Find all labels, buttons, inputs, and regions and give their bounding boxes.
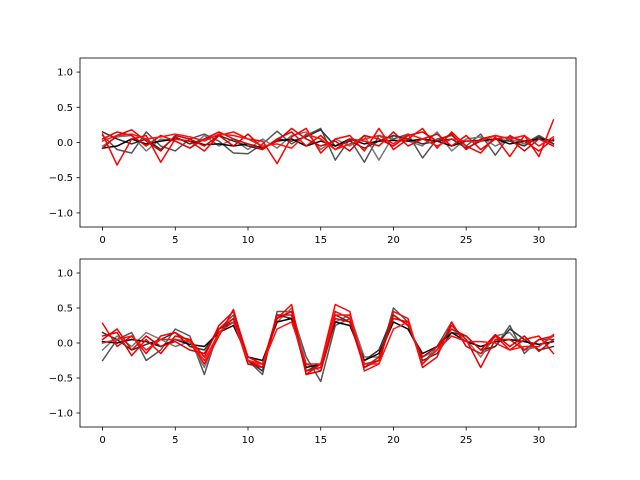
bottom-subplot-series: [101, 303, 555, 383]
top-subplot-series: [101, 118, 555, 166]
bottom-y-tick-label: −0.5: [49, 374, 73, 385]
bottom-y-tick-label: 1.0: [57, 269, 73, 280]
top-x-tick-label: 0: [99, 235, 105, 246]
bottom-subplot-y-ticks: −1.0 −0.5 0.0 0.5 1.0: [49, 269, 80, 420]
top-x-tick-label: 20: [387, 235, 400, 246]
top-x-tick-label: 15: [314, 235, 327, 246]
bottom-y-tick-label: 0.5: [57, 304, 73, 315]
bottom-series-line-6: [101, 310, 555, 376]
top-x-tick-label: 5: [172, 235, 178, 246]
top-y-tick-label: 0.0: [57, 138, 73, 149]
top-series-line-7: [101, 133, 555, 151]
top-x-tick-label: 30: [533, 235, 546, 246]
bottom-series-line-4: [101, 303, 555, 376]
top-y-tick-label: 0.5: [57, 103, 73, 114]
top-y-tick-label: −1.0: [49, 208, 73, 219]
top-series-line-4: [101, 118, 555, 166]
top-subplot: 0 5 10 15 20 25 30 −1.0 −0.5 0.0 0.5 1.0: [49, 57, 577, 246]
top-x-tick-label: 25: [460, 235, 473, 246]
bottom-subplot-frame: [79, 258, 577, 428]
bottom-x-tick-label: 30: [533, 435, 546, 446]
top-x-tick-label: 10: [242, 235, 255, 246]
bottom-subplot: 0 5 10 15 20 25 30 −1.0 −0.5 0.0 0.5 1.0: [49, 258, 577, 446]
bottom-y-tick-label: −1.0: [49, 409, 73, 420]
bottom-series-line-7: [101, 314, 555, 365]
bottom-x-tick-label: 0: [99, 435, 105, 446]
top-series-line-2: [101, 129, 555, 151]
top-y-tick-label: 1.0: [57, 68, 73, 79]
bottom-x-tick-label: 10: [242, 435, 255, 446]
top-subplot-y-ticks: −1.0 −0.5 0.0 0.5 1.0: [49, 68, 80, 219]
bottom-y-tick-label: 0.0: [57, 339, 73, 350]
top-subplot-x-ticks: 0 5 10 15 20 25 30: [99, 227, 545, 246]
bottom-subplot-x-ticks: 0 5 10 15 20 25 30: [99, 427, 545, 446]
bottom-x-tick-label: 5: [172, 435, 178, 446]
bottom-x-tick-label: 15: [314, 435, 327, 446]
top-series-line-5: [101, 131, 555, 152]
bottom-x-tick-label: 25: [460, 435, 473, 446]
top-subplot-frame: [79, 57, 577, 228]
top-y-tick-label: −0.5: [49, 173, 73, 184]
bottom-x-tick-label: 20: [387, 435, 400, 446]
